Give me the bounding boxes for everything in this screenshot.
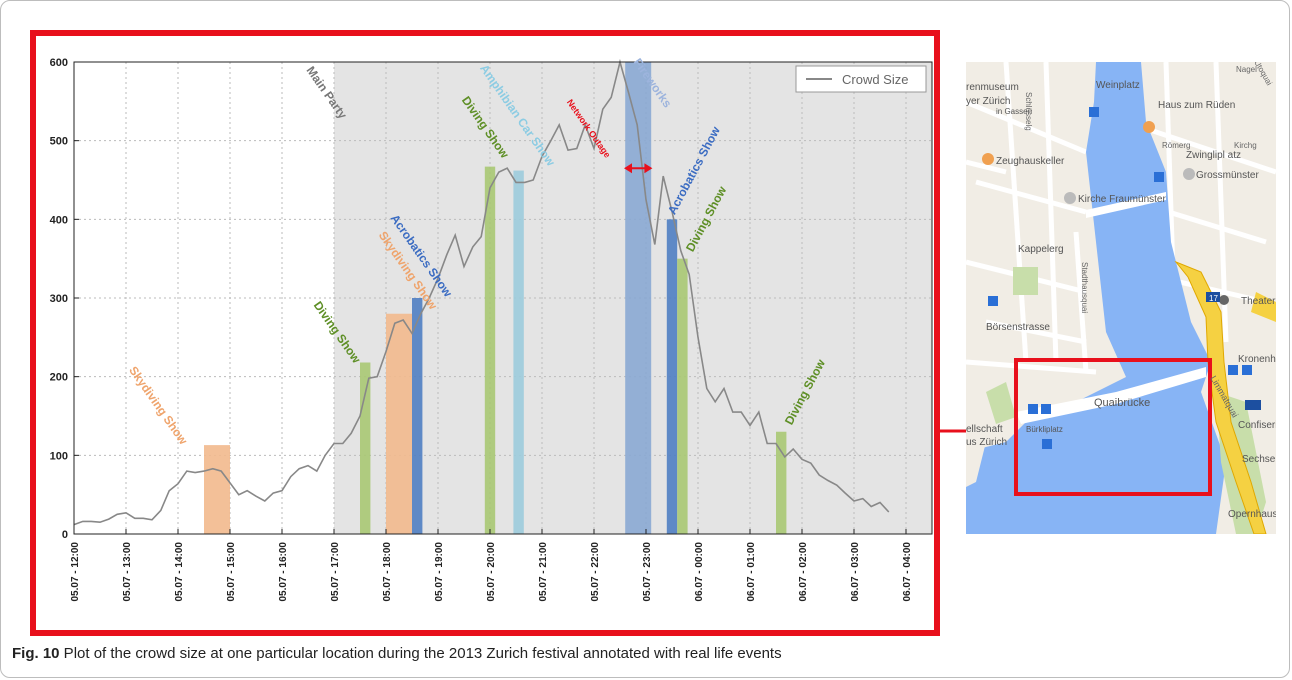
map-bridge-2 (1086, 192, 1166, 218)
map-park (1013, 267, 1038, 295)
map-label: Kappelerg (1018, 244, 1064, 255)
map-major-road-2 (1251, 292, 1276, 322)
network-outage-arrow-head (644, 163, 653, 174)
boat-icon (1042, 439, 1052, 449)
map-label: Kirche Fraumünster (1078, 194, 1166, 205)
map-label: Quaibrücke (1094, 397, 1150, 409)
x-tick-label: 05.07 - 17:00 (330, 542, 341, 602)
church-icon (1064, 192, 1076, 204)
x-tick-label: 05.07 - 13:00 (122, 542, 133, 602)
map-labels: Weinplatz Haus zum Rüden Zeughauskeller … (966, 80, 1276, 520)
tram-icon (1028, 404, 1038, 414)
map-label: Zeughauskeller (996, 156, 1065, 167)
tram-icon (1228, 365, 1238, 375)
chart-highlight-border (30, 30, 940, 636)
map-label: ellschaft (966, 424, 1003, 435)
map-label: Zwinglipl atz (1186, 150, 1241, 161)
map-label: Confiseri (1238, 420, 1276, 431)
x-tick-label: 05.07 - 18:00 (382, 542, 393, 602)
restaurant-icon (982, 153, 994, 165)
map-label: Börsenstrasse (986, 322, 1050, 333)
church-icon (1183, 168, 1195, 180)
map-label: Haus zum Rüden (1158, 100, 1235, 111)
road-badge-icon (1206, 292, 1220, 302)
map-label: Kronenha (1238, 354, 1276, 365)
event-bar-acrobatics (412, 298, 423, 534)
event-bar-diving (776, 431, 787, 534)
x-tick-label: 06.07 - 02:00 (798, 542, 809, 602)
caption-label: Fig. 10 (12, 645, 60, 662)
event-bar-diving (360, 362, 371, 534)
map-label: Theater (1241, 296, 1276, 307)
zurich-map: Weinplatz Haus zum Rüden Zeughauskeller … (966, 62, 1276, 534)
event-bar-acrobatics (666, 219, 678, 535)
x-tick-label: 05.07 - 23:00 (642, 542, 653, 602)
y-tick-label: 300 (50, 293, 68, 305)
tram-icon (1154, 172, 1164, 182)
road-badge-label: 17 (1209, 294, 1218, 303)
x-tick-label: 05.07 - 15:00 (226, 542, 237, 602)
map-panel: Weinplatz Haus zum Rüden Zeughauskeller … (966, 62, 1276, 534)
x-tick-label: 06.07 - 00:00 (694, 542, 705, 602)
road-badge-icon (1245, 400, 1261, 410)
tram-icon (988, 296, 998, 306)
y-tick-label: 600 (50, 57, 68, 69)
theater-icon (1219, 295, 1229, 305)
map-label: in Gassen (996, 107, 1032, 116)
y-tick-label: 0 (62, 529, 68, 541)
map-label: Opernhaus (1228, 509, 1276, 520)
x-tick-label: 05.07 - 14:00 (174, 542, 185, 602)
event-bar-diving (484, 166, 496, 535)
map-label: us Zürich (966, 437, 1007, 448)
legend-label: Crowd Size (842, 72, 908, 87)
map-pins: 17 (982, 107, 1261, 449)
y-tick-label: 500 (50, 136, 68, 148)
x-tick-label: 06.07 - 03:00 (850, 542, 861, 602)
map-label: Kirchg (1234, 141, 1257, 150)
boat-icon (1089, 107, 1099, 117)
map-label: Stadthausquai (1080, 262, 1089, 313)
chart-legend: Crowd Size (795, 65, 927, 93)
x-tick-label: 05.07 - 20:00 (486, 542, 497, 602)
map-park-2 (986, 382, 1016, 424)
event-bar-fireworks (625, 62, 652, 534)
figure-caption: Fig. 10 Plot of the crowd size at one pa… (12, 645, 782, 662)
restaurant-icon (1143, 121, 1155, 133)
map-label: Grossmünster (1196, 170, 1259, 181)
map-bridge (1016, 367, 1206, 424)
tram-icon (1242, 365, 1252, 375)
x-tick-label: 05.07 - 12:00 (70, 542, 81, 602)
y-tick-label: 100 (50, 450, 68, 462)
event-bar-skydiving (386, 313, 412, 534)
event-bar-amphibian (513, 170, 524, 534)
map-label: yer Zürich (966, 96, 1010, 107)
x-tick-label: 06.07 - 01:00 (746, 542, 757, 602)
map-highlight-rect (1014, 358, 1212, 496)
map-shore (966, 442, 986, 487)
caption-text: Plot of the crowd size at one particular… (59, 645, 782, 662)
map-major-road (1174, 260, 1267, 534)
map-label: Römerg (1162, 141, 1190, 150)
map-label: Sechsel (1242, 454, 1276, 465)
map-label: Bürkliplatz (1026, 425, 1063, 434)
x-tick-label: 05.07 - 16:00 (278, 542, 289, 602)
event-bar-diving (677, 258, 688, 534)
x-tick-label: 05.07 - 21:00 (538, 542, 549, 602)
map-label: Weinplatz (1096, 80, 1140, 91)
event-bar-skydiving (204, 445, 230, 534)
crowd-size-line (73, 58, 890, 526)
x-tick-label: 05.07 - 19:00 (434, 542, 445, 602)
map-label: Nagel (1236, 65, 1257, 74)
y-tick-label: 400 (50, 214, 68, 226)
y-tick-label: 200 (50, 372, 68, 384)
network-outage-arrow-head (624, 163, 632, 174)
x-tick-label: 05.07 - 22:00 (590, 542, 601, 602)
x-tick-label: 06.07 - 04:00 (902, 542, 913, 602)
tram-icon (1041, 404, 1051, 414)
map-label: renmuseum (966, 82, 1019, 93)
map-label: Schlüsselg (1024, 92, 1033, 131)
